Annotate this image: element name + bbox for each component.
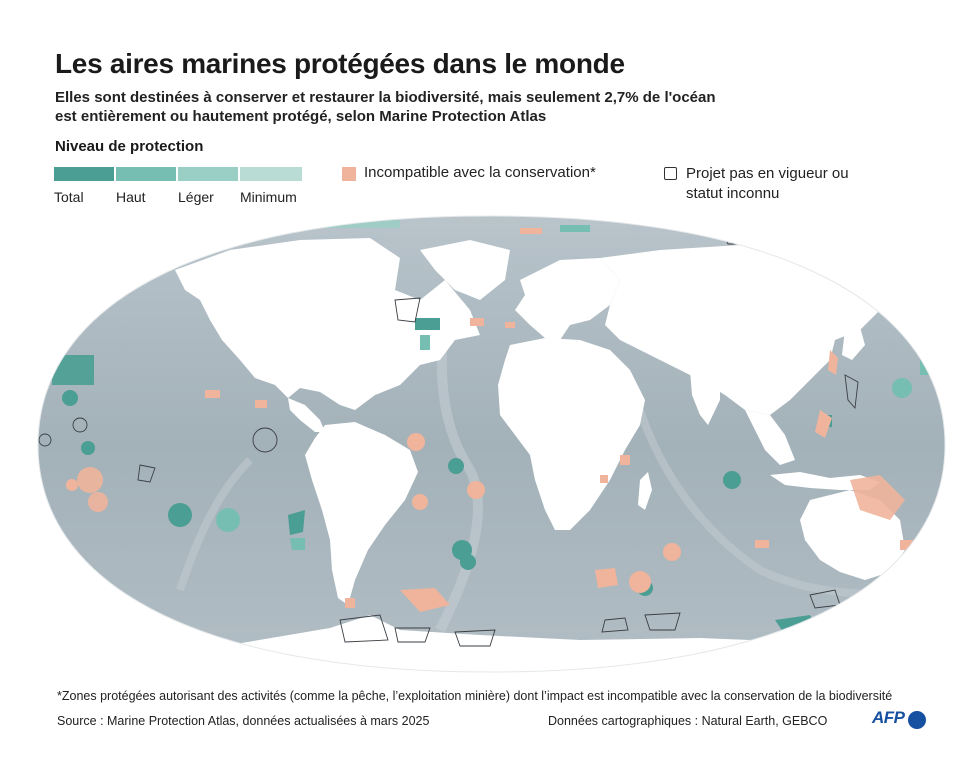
greenland xyxy=(420,240,510,300)
scale-label-total: Total xyxy=(54,189,84,205)
world-map xyxy=(37,215,946,673)
incompatible-swatch xyxy=(342,167,356,181)
source: Source : Marine Protection Atlas, donnée… xyxy=(57,714,430,728)
protection-scale-leger xyxy=(178,167,238,181)
scale-label-leger: Léger xyxy=(178,189,214,205)
project-areas xyxy=(38,235,859,647)
incompatible-label: Incompatible avec la conservation* xyxy=(364,164,596,181)
protection-scale-haut xyxy=(116,167,176,181)
africa xyxy=(498,338,645,530)
japan xyxy=(842,320,865,360)
project-label: Projet pas en vigueur ou statut inconnu xyxy=(686,165,849,202)
south-america xyxy=(305,422,418,605)
footnote: *Zones protégées autorisant des activité… xyxy=(57,689,893,703)
scale-label-haut: Haut xyxy=(116,189,146,205)
protection-scale-total xyxy=(54,167,114,181)
protection-scale-minimum xyxy=(240,167,302,181)
project-swatch xyxy=(664,167,677,180)
afp-logo-dot xyxy=(908,711,926,729)
madagascar xyxy=(638,472,652,510)
central-america xyxy=(288,398,325,432)
asia xyxy=(600,245,880,415)
afp-logo: AFP xyxy=(872,708,905,727)
india xyxy=(690,370,720,425)
incompatible-areas xyxy=(66,228,916,612)
pacific-ridge xyxy=(176,457,253,592)
southeast-asia xyxy=(745,410,795,465)
north-america xyxy=(175,238,480,410)
scale-label-minimum: Minimum xyxy=(240,189,297,205)
new-zealand xyxy=(915,565,932,595)
cartography-credits: Données cartographiques : Natural Earth,… xyxy=(548,714,828,728)
globe-outline xyxy=(37,215,946,673)
legend-title: Niveau de protection xyxy=(55,138,204,155)
map-title: Les aires marines protégées dans le mond… xyxy=(55,48,625,79)
map-subtitle: Elles sont destinées à conserver et rest… xyxy=(55,89,716,125)
europe xyxy=(515,258,620,340)
